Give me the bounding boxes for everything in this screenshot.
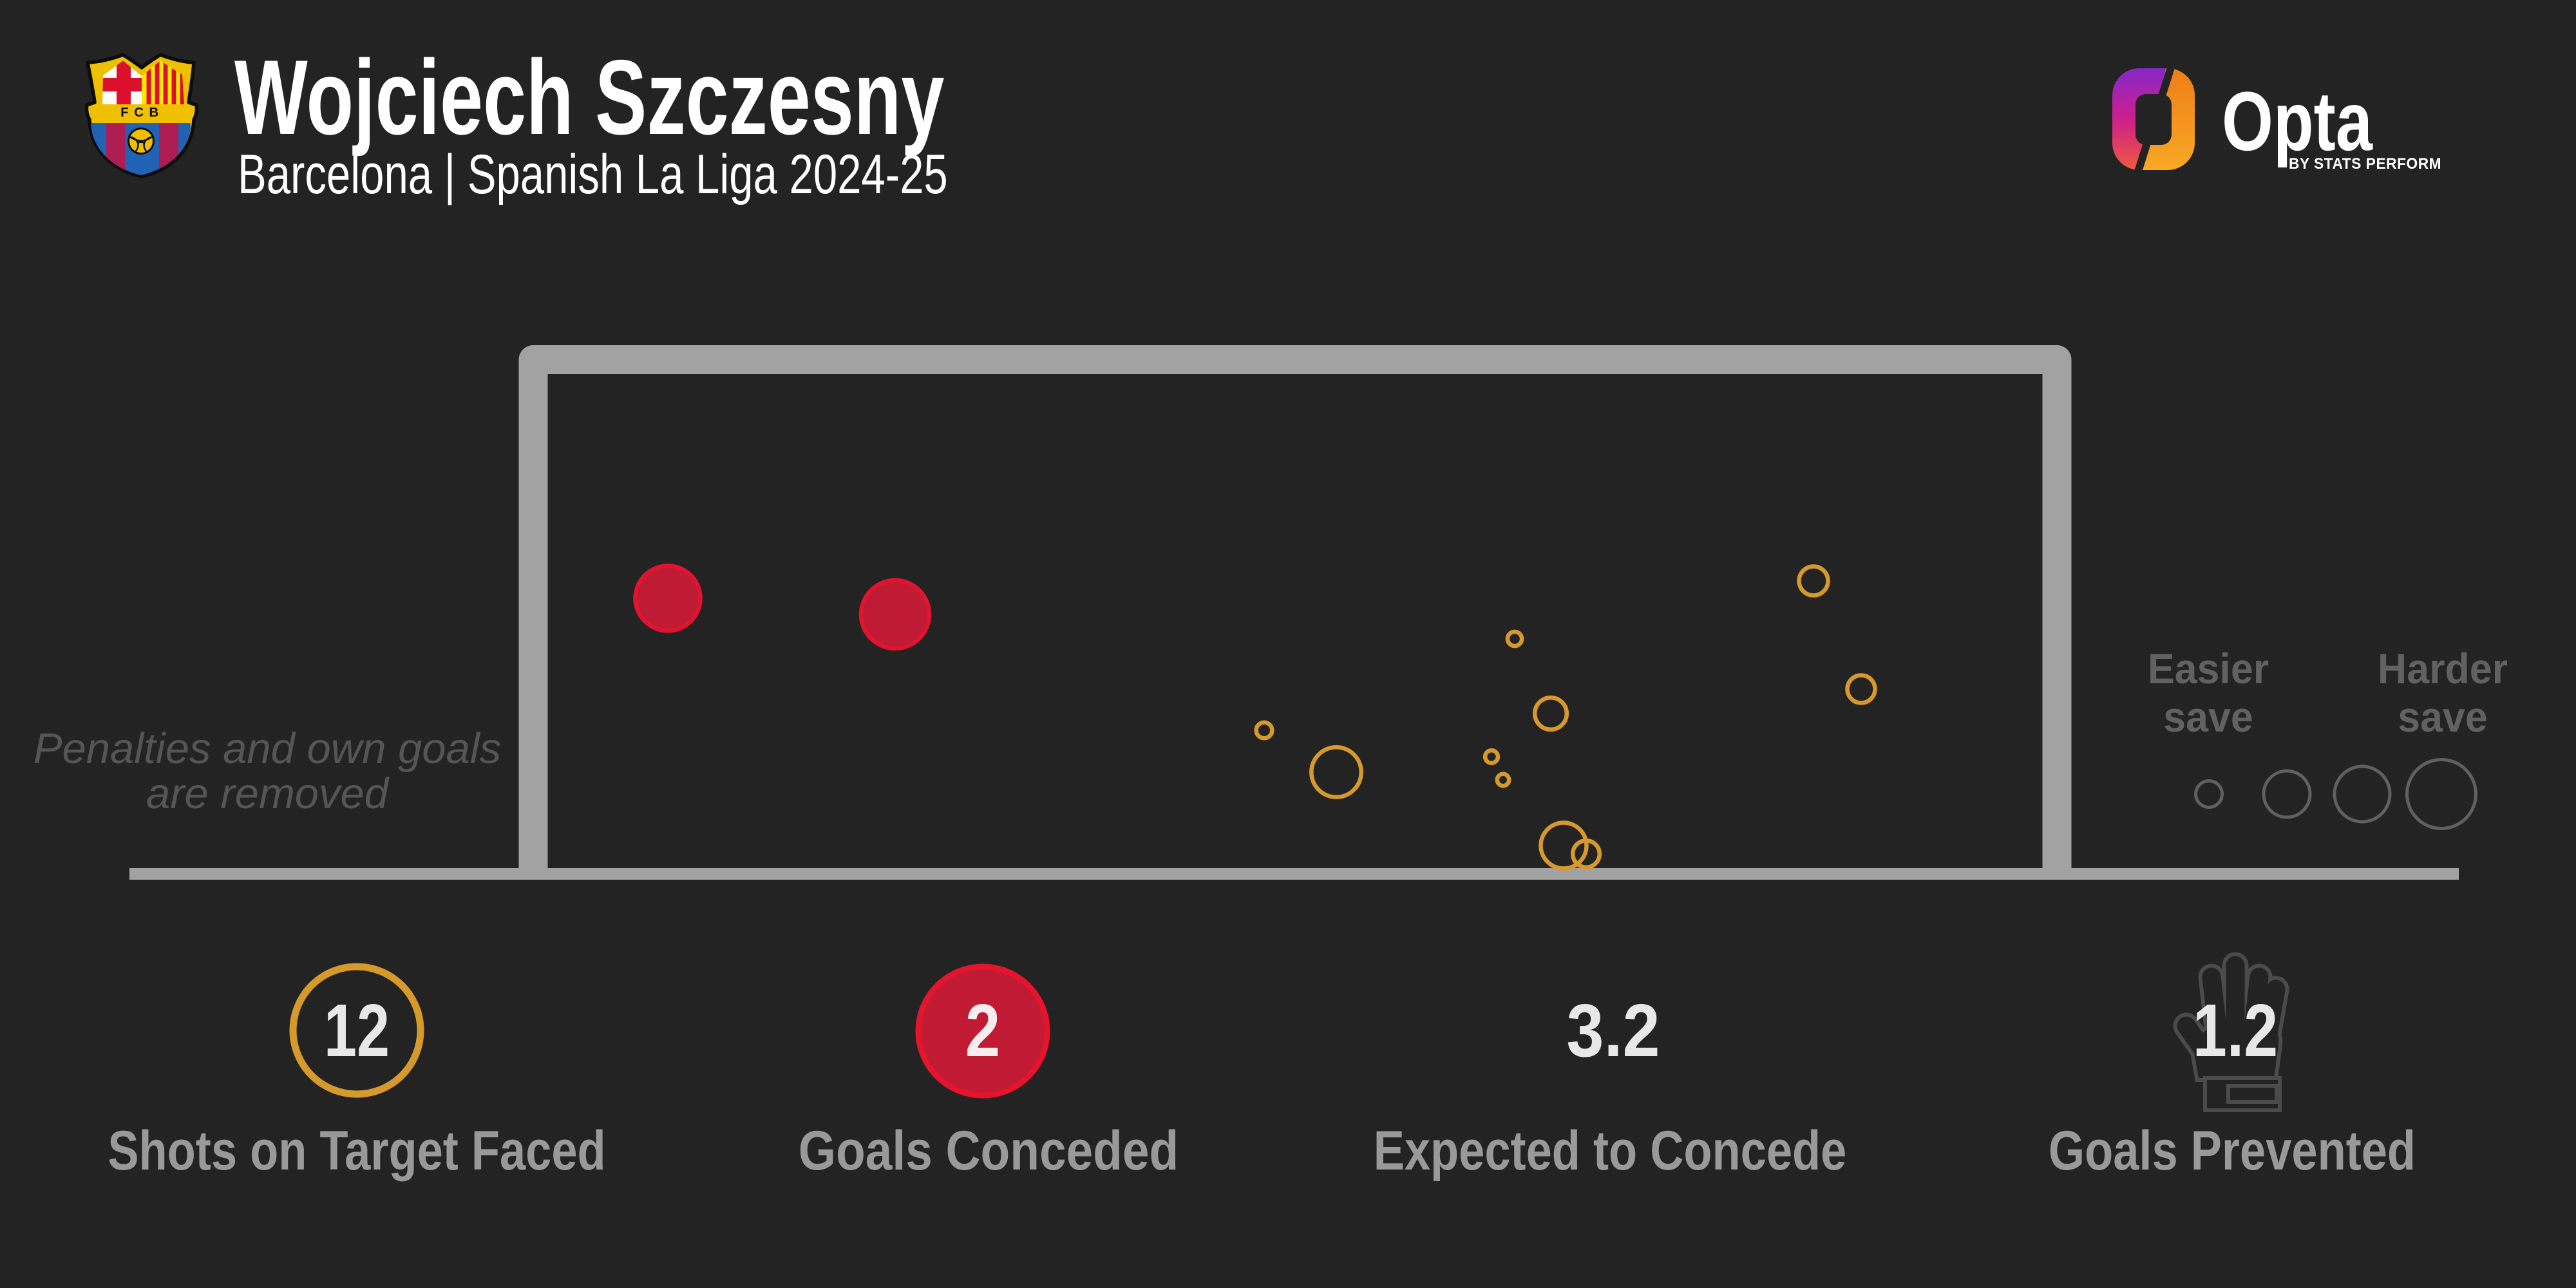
svg-text:FCB: FCB [120,105,164,120]
